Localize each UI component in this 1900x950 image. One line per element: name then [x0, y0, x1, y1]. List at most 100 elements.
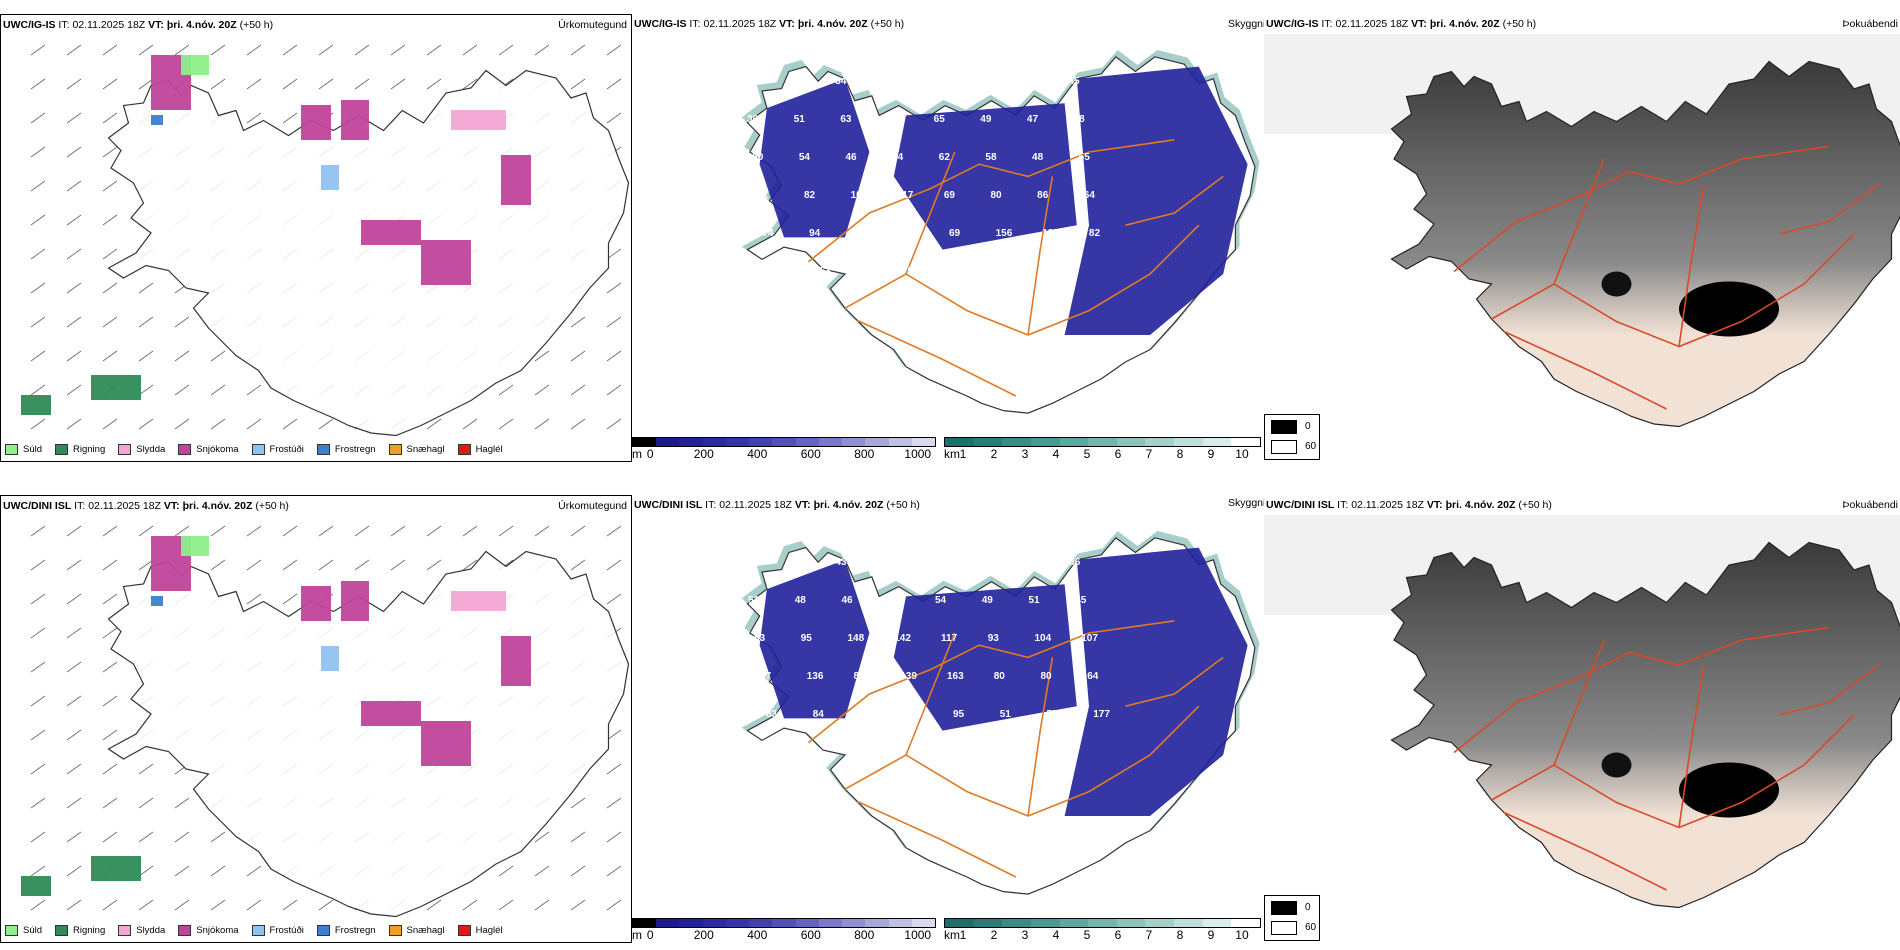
wind-barb [570, 559, 586, 571]
wind-barb [102, 899, 118, 911]
fog-legend-white [1271, 440, 1297, 454]
legend-label: Súld [23, 925, 43, 936]
wind-barb [498, 899, 514, 911]
colorbar-tick: 5 [1083, 447, 1091, 461]
snow-depth-label: 38 [1074, 114, 1086, 125]
wind-barb [462, 418, 478, 430]
colorbar-step [1116, 438, 1146, 446]
snow-depth-label: 185 [1042, 228, 1059, 239]
wind-barb [30, 384, 46, 396]
elevation-unit: m [632, 447, 642, 461]
panel-header: UWC/IG-IS IT: 02.11.2025 18Z VT: þri. 4.… [1266, 18, 1537, 30]
wind-barb [66, 763, 82, 775]
snow-depth-label: 45 [1075, 595, 1087, 606]
colorbar-tick: 7 [1145, 447, 1153, 461]
colorbar-step [973, 438, 1003, 446]
precip-area [501, 636, 531, 686]
colorbar-tick: 0 [646, 447, 654, 461]
wind-barb [606, 248, 622, 260]
wind-barb [102, 831, 118, 843]
wind-barb [30, 180, 46, 192]
wind-barb [102, 593, 118, 605]
colorbar-tick: 9 [1207, 928, 1215, 942]
wind-barb [210, 559, 226, 571]
precip-type-map [21, 525, 630, 918]
snow-depth-label: 111 [768, 266, 784, 277]
precip-area [421, 721, 471, 766]
snow-depth-label: 70 [861, 266, 873, 277]
snow-depth-label: 94 [809, 228, 821, 239]
wind-barb [30, 418, 46, 430]
colorbar-step [865, 438, 889, 446]
colorbar-tick: 8 [1176, 447, 1184, 461]
colorbar-tick: 1 [959, 928, 967, 942]
wind-barb [30, 593, 46, 605]
fog-legend-min: 0 [1305, 902, 1311, 913]
wind-barb [606, 44, 622, 56]
wind-barb [210, 899, 226, 911]
snow-depth-label: 61 [757, 190, 769, 201]
wind-barb [66, 418, 82, 430]
wind-barb [66, 44, 82, 56]
legend-swatch [251, 444, 265, 455]
snow-depth-label: 51 [1000, 709, 1012, 720]
panel-header: UWC/IG-IS IT: 02.11.2025 18Z VT: þri. 4.… [634, 18, 905, 30]
precip-type-legend: Súld Rigning Slydda Snjókoma Frostúði Frostre… [5, 925, 516, 936]
colorbar-tick: 200 [693, 447, 714, 461]
snow-depth-label: 50 [752, 152, 764, 163]
snow-depth-label: 62 [939, 152, 951, 163]
snow-depth-label: 54 [799, 152, 811, 163]
wind-barb [30, 865, 46, 877]
wind-barb [210, 350, 226, 362]
wind-barb [30, 729, 46, 741]
wind-barb [354, 559, 370, 571]
precip-area [421, 240, 471, 285]
snow-depth-map: 55 54 43 63 46 59 65 56 51 48 46 50 54 49 51 45 53 95 148 1… [741, 531, 1260, 895]
snow-depth-label: 93 [907, 266, 919, 277]
colorbar-step [1002, 438, 1031, 446]
snow-depth-label: 60 [1047, 266, 1059, 277]
snow-depth-label: 81 [854, 671, 866, 682]
snow-depth-label: 43 [929, 76, 941, 87]
wind-barb [390, 525, 406, 537]
wind-barb [246, 112, 262, 124]
precip-area [341, 100, 369, 140]
fog-legend-white [1271, 921, 1297, 935]
wind-barb [174, 418, 190, 430]
wind-barb [246, 44, 262, 56]
precip-area [21, 395, 51, 415]
precip-area [361, 220, 421, 245]
wind-barb [66, 282, 82, 294]
precip-area [181, 536, 209, 556]
snow-depth-label: 58 [985, 152, 997, 163]
wind-barb [102, 248, 118, 260]
panel-header: UWC/DINI ISL IT: 02.11.2025 18Z VT: þri.… [634, 499, 920, 511]
fog-legend-max: 60 [1305, 922, 1317, 933]
precip-area [91, 856, 141, 881]
colorbar-step [1116, 919, 1146, 927]
wind-barb [102, 282, 118, 294]
wind-barb [462, 899, 478, 911]
wind-barb [606, 418, 622, 430]
snow-depth-label: 54 [935, 595, 947, 606]
wind-barb [534, 865, 550, 877]
wind-barb [534, 384, 550, 396]
wind-barb [102, 695, 118, 707]
wind-barb [138, 418, 154, 430]
fog-panel-row1: UWC/IG-IS IT: 02.11.2025 18Z VT: þri. 4.… [1264, 14, 1900, 462]
colorbar-tick: 3 [1021, 447, 1029, 461]
wind-barb [102, 763, 118, 775]
wind-barb [606, 763, 622, 775]
legend-label: Snjókoma [196, 444, 239, 455]
wind-barb [66, 180, 82, 192]
snow-depth-label: 69 [949, 228, 961, 239]
wind-barb [102, 661, 118, 673]
wind-barb [498, 525, 514, 537]
wind-barb [318, 78, 334, 90]
wind-barb [138, 78, 154, 90]
wind-barb [102, 180, 118, 192]
legend-label: Haglél [475, 444, 503, 455]
wind-barb [138, 282, 154, 294]
legend-item: Snæhagl [388, 925, 445, 936]
snow-depth-label: 51 [794, 114, 806, 125]
